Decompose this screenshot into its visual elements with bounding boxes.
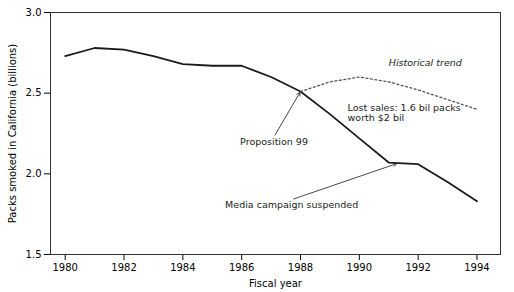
svg-text:1990: 1990	[347, 262, 372, 273]
svg-text:Packs smoked in California (bi: Packs smoked in California (billions)	[7, 44, 18, 224]
svg-text:Lost sales: 1.6 bil packsworth: Lost sales: 1.6 bil packsworth $2 bil	[348, 102, 461, 123]
svg-text:Media campaign suspended: Media campaign suspended	[225, 199, 358, 210]
svg-text:2.0: 2.0	[26, 168, 42, 179]
svg-text:1.5: 1.5	[26, 249, 42, 260]
svg-text:2.5: 2.5	[26, 87, 42, 98]
svg-text:Proposition 99: Proposition 99	[240, 136, 308, 147]
svg-text:1984: 1984	[170, 262, 195, 273]
svg-text:1982: 1982	[111, 262, 136, 273]
svg-text:Fiscal year: Fiscal year	[249, 278, 303, 289]
svg-text:1992: 1992	[405, 262, 430, 273]
svg-text:3.0: 3.0	[26, 7, 42, 18]
svg-text:1994: 1994	[464, 262, 489, 273]
svg-text:1986: 1986	[229, 262, 254, 273]
svg-text:1980: 1980	[52, 262, 77, 273]
svg-text:Historical trend: Historical trend	[389, 57, 463, 68]
svg-text:1988: 1988	[288, 262, 313, 273]
